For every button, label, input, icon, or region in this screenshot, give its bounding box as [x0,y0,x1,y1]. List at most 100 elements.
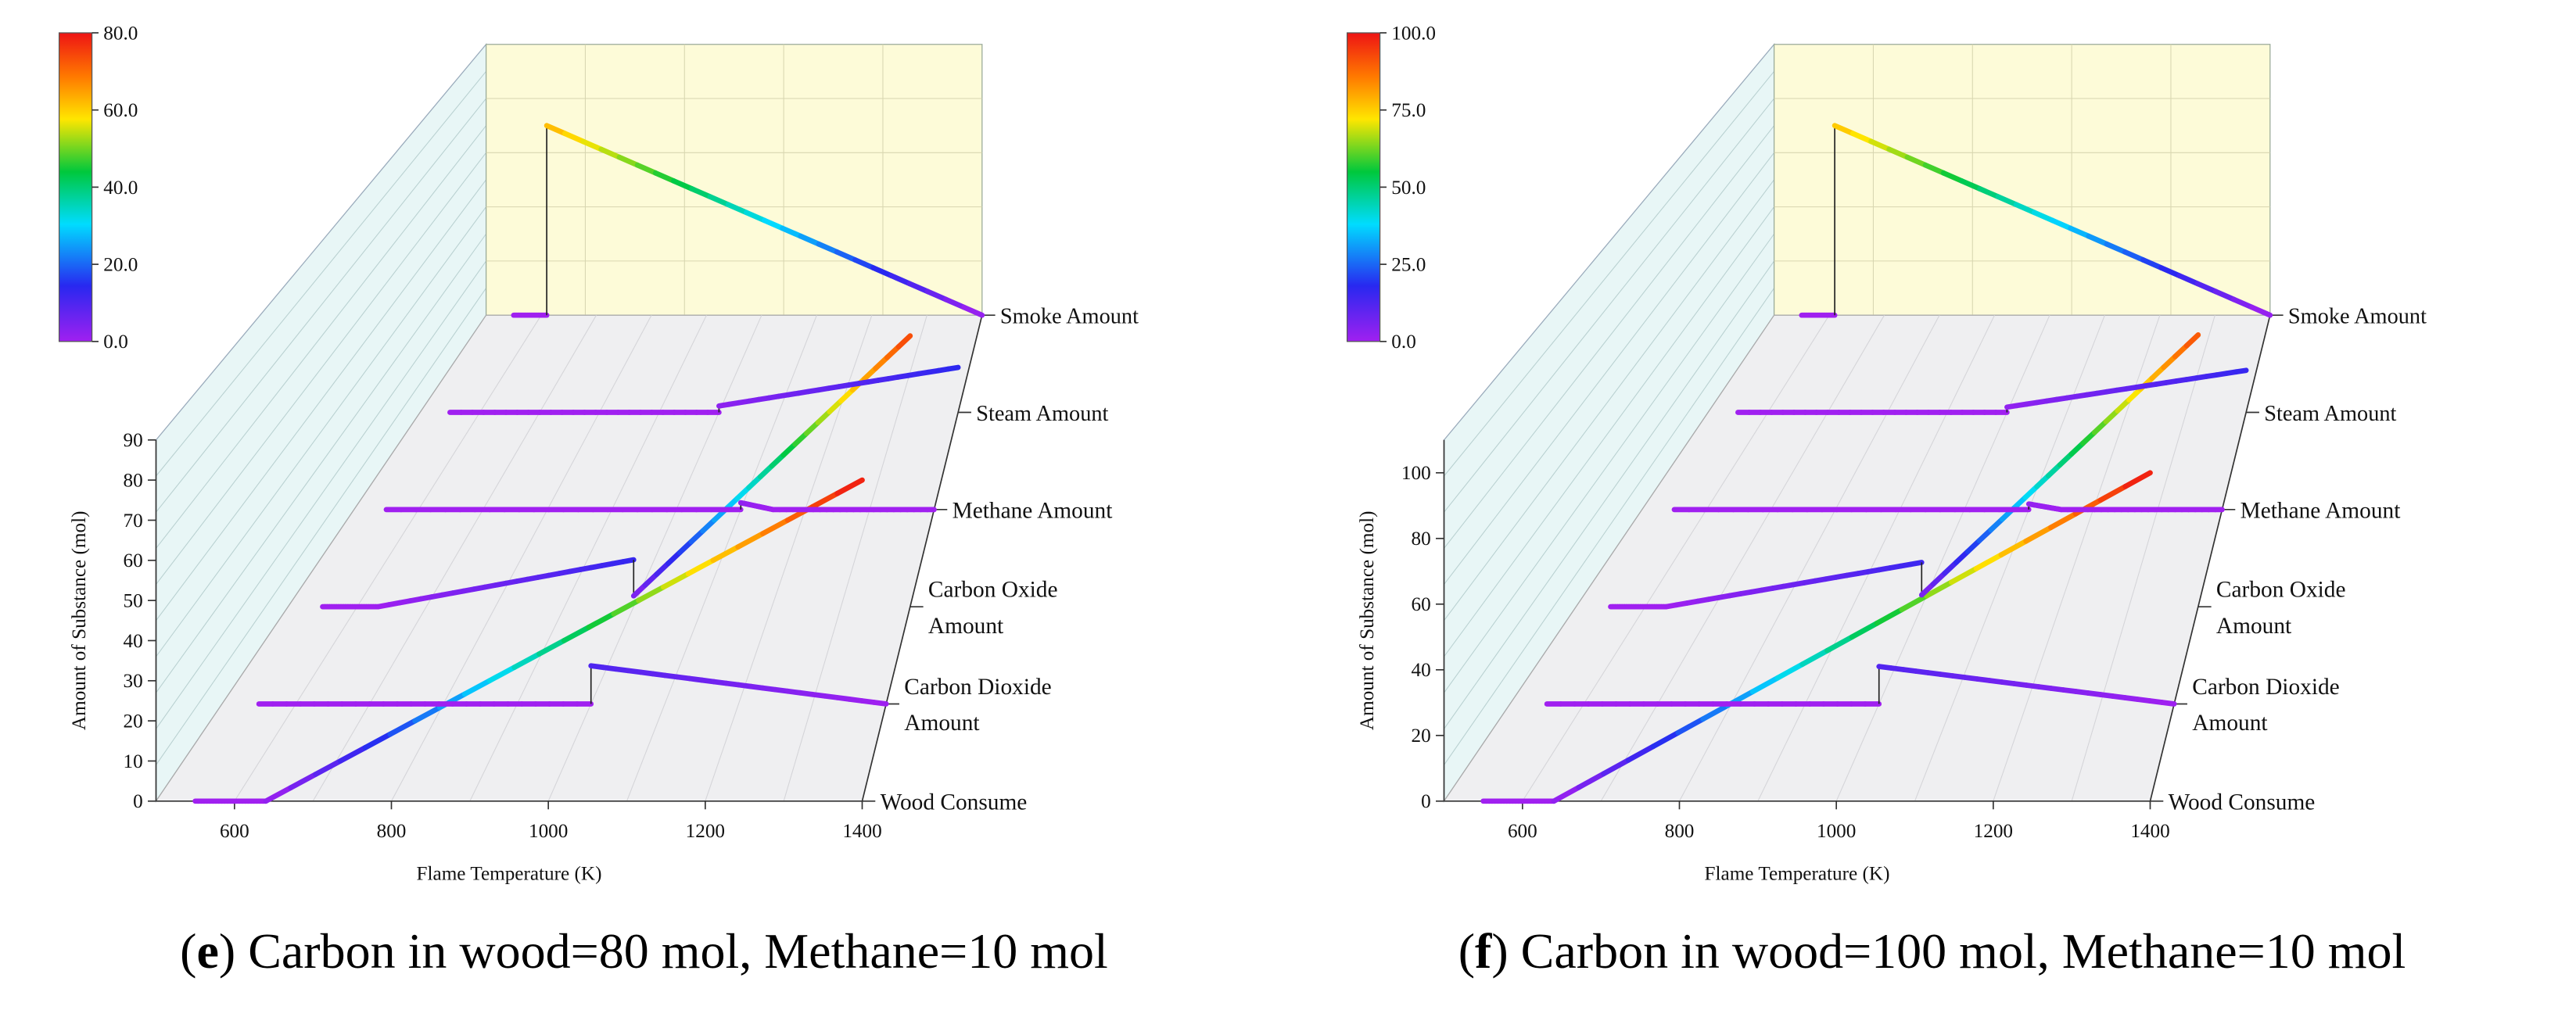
series-line-segment [337,744,368,764]
series-line-segment [689,186,713,199]
x-tick-label: 1400 [2130,821,2169,842]
series-line-segment [760,518,791,536]
series-line-segment [2097,483,2129,503]
z-tick-label: 0 [1421,791,1431,812]
series-line-segment [630,582,648,599]
series-line-segment [945,364,961,372]
series-line-segment [1973,552,2004,571]
series-line-segment [815,409,833,425]
series-line-segment [2249,304,2273,318]
z-tick-label: 70 [124,510,143,532]
series-line-segment [1899,593,1929,613]
series-line-segment [1998,538,2029,558]
x-tick-label: 1400 [842,821,881,842]
series-line-segment [1977,186,2001,199]
series-line-segment [1874,607,1905,626]
series-line-segment [1976,527,1994,544]
x-tick-label: 600 [220,821,249,842]
series-line-segment [1849,620,1880,640]
series-label: Methane Amount [953,498,1113,523]
series-line-segment [827,398,844,415]
chart-e-svg: 0 10 20 30 40 50 60 70 80 90 Amount of Substance (… [58,23,1139,885]
series-line-segment [1988,516,2005,533]
series-line-segment [762,217,786,231]
z-tick-label: 60 [124,550,143,571]
series-line-segment [654,561,671,577]
series-line-segment [1824,634,1855,654]
caption-f: (f) Carbon in wood=100 mol, Methane=10 m… [1458,923,2406,979]
z-tick-label: 20 [1412,725,1431,747]
series-line-segment [1922,162,1946,176]
series-line-segment [642,571,660,588]
series-line-segment [1940,170,1964,184]
caption-e-text: ) Carbon in wood=80 mol, Methane=10 mol [218,923,1108,979]
series-line-segment [1930,570,1948,587]
series-line-segment [2068,225,2092,239]
series-line-segment [2080,429,2097,446]
series-line-segment [313,758,343,777]
series-label: Amount [2216,614,2291,639]
colorbar-tick-label: 60.0 [103,100,138,121]
series-line-segment [652,170,676,184]
z-tick-label: 80 [1412,528,1431,550]
series-line-segment [725,202,749,216]
floor-gridline [391,314,652,802]
series-line-segment [769,452,787,469]
series-line-segment [2057,451,2075,468]
series-line-segment [734,485,752,501]
z-tick-label: 50 [124,591,143,612]
series-line-segment [961,304,985,318]
series-line-segment [816,241,840,255]
caption-f-letter: f [1475,923,1492,979]
chart-group: 0 10 20 30 40 50 60 70 80 90 Amount of Substance (… [58,23,1139,885]
series-line-segment [598,146,622,160]
left-wall-gridline [156,260,487,729]
z-tick-label: 60 [1412,594,1431,615]
series-line-segment [1904,154,1928,168]
series-label: Amount [928,614,1003,639]
floor-gridline [547,314,762,802]
left-wall-gridline [156,179,487,621]
colorbar-tick-label: 0.0 [103,331,127,353]
series-line-segment [1849,131,1874,145]
series-line-segment [2023,525,2054,544]
series-line-segment [852,257,876,270]
floor-gridline [1522,314,1830,802]
series-line-segment [1918,581,1936,598]
y-axis-label: Amount of Substance (mol) [1357,511,1378,731]
chart-f-svg: 0 20 40 60 80 100 Amount of Substance (mol) 600… [1346,23,2427,885]
x-tick-label: 800 [377,821,407,842]
left-wall-gridline [1444,98,1775,513]
series-line-segment [884,344,902,360]
series-line-segment [1832,123,1856,137]
series-line-segment [2172,342,2190,360]
left-wall-gridline [156,98,487,513]
left-wall-gridline [1444,152,1775,585]
series-line-segment [2115,397,2132,414]
series-line-segment [707,194,731,208]
series-line-segment [1774,661,1806,681]
series-line-segment [780,225,804,239]
series-line-segment [2086,233,2110,247]
series-line-segment [873,355,890,371]
z-tick-label: 100 [1401,463,1431,484]
colorbar [1346,32,1381,342]
series-line-segment [1650,729,1681,750]
series-line-segment [671,178,695,192]
series-line-segment [636,584,666,603]
left-wall-gridline [1444,71,1775,477]
series-label: Carbon Dioxide [904,675,1051,700]
left-wall-gridline [156,233,487,693]
series-line-segment [735,531,766,550]
series-line-segment [2050,217,2074,231]
series-line-segment [834,477,865,496]
x-axis-label: Flame Temperature (K) [1705,864,1890,885]
depth-axis-line [861,314,983,802]
series-line-segment [1576,771,1606,790]
series-line-segment [2048,510,2079,531]
series-label: Steam Amount [2264,402,2396,426]
series-line-segment [888,273,913,287]
colorbar [58,32,93,342]
series-line-segment [1868,138,1893,152]
series-line-segment [1959,178,1983,192]
